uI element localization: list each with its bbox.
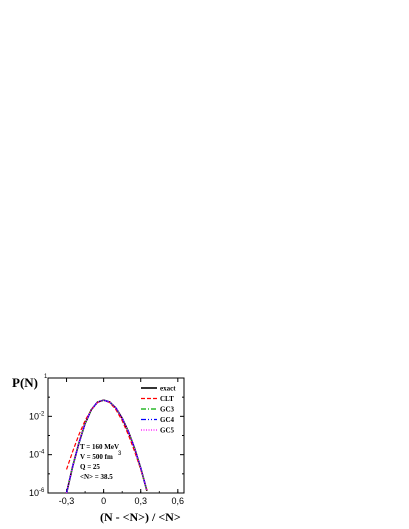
y-tick-label: 10 [29,450,39,460]
curve-group [65,399,148,493]
legend-label-clt: CLT [160,395,174,403]
y-tick-label-exponent: -2 [39,411,45,417]
legend-label-exact: exact [160,385,176,393]
legend-label-gc4: GC4 [160,416,175,424]
legend-label-gc5: GC5 [160,427,175,435]
x-tick-label: 0 [101,496,106,506]
annotation-charge: Q = 25 [80,463,100,471]
annotation-temperature: T = 160 MeV [80,443,119,451]
x-axis-title: (N - <N>) / <N> [100,510,181,524]
x-tick-label: -0,3 [59,496,75,506]
y-tick-label-exponent: -4 [39,450,45,456]
y-tick-labels: 10-610-410-2 [29,411,45,498]
legend: exact CLT GC3 GC4 GC5 [141,385,176,435]
annotation-volume: V = 500 fm [80,453,113,461]
series-line-gc4 [65,399,148,493]
y-tick-label-exponent: -6 [39,488,45,494]
x-tick-label: 0,6 [172,496,185,506]
y-axis-title-exponent: 1 [44,374,48,380]
y-axis-title: P(N) [12,375,38,390]
annotation-block: T = 160 MeV V = 500 fm 3 Q = 25 <N> = 38… [80,443,122,481]
annotation-mean-n: <N> = 38.5 [80,473,113,481]
annotation-volume-exponent: 3 [118,451,122,457]
x-tick-label: 0,3 [134,496,147,506]
legend-label-gc3: GC3 [160,406,175,414]
y-tick-label: 10 [29,411,39,421]
x-tick-labels: -0,3 0 0,3 0,6 [59,496,184,506]
y-tick-label: 10 [29,488,39,498]
